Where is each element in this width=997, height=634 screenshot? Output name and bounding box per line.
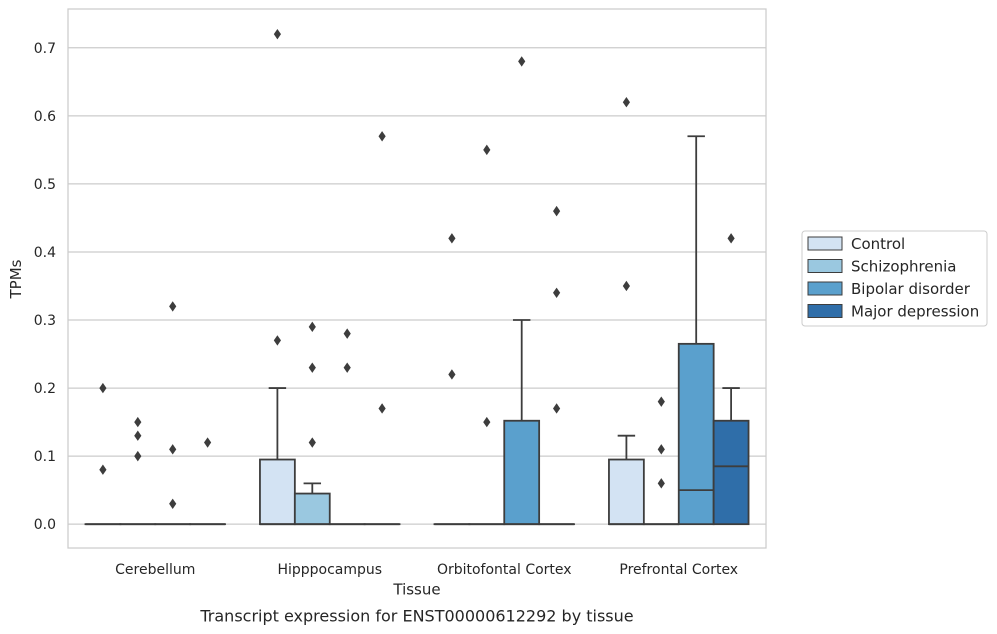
outlier-point xyxy=(99,464,107,475)
outlier-point xyxy=(553,403,561,414)
box-control-hipppocampus xyxy=(259,28,296,526)
series-bipolar-disorder xyxy=(154,56,715,526)
legend-frame xyxy=(801,230,988,327)
box-major-depression-cerebellum xyxy=(189,437,226,526)
box-iqr xyxy=(608,458,645,526)
outlier-point xyxy=(727,233,735,244)
legend-swatch xyxy=(807,304,843,318)
outlier-point xyxy=(273,335,281,346)
box-schizophrenia-prefrontal-cortex xyxy=(642,396,680,526)
outlier-point xyxy=(204,437,212,448)
outlier-point xyxy=(378,403,386,414)
box-schizophrenia-cerebellum xyxy=(119,416,157,526)
legend-item-schizophrenia: Schizophrenia xyxy=(807,258,956,276)
x-tick-label: Prefrontal Cortex xyxy=(619,562,738,578)
legend-swatch xyxy=(807,236,843,251)
outlier-point xyxy=(657,478,665,489)
y-tick-label: 0.6 xyxy=(34,109,56,125)
box-control-orbitofontal-cortex xyxy=(433,233,471,526)
box-bipolar-disorder-cerebellum xyxy=(154,301,192,526)
box-schizophrenia-hipppocampus xyxy=(293,321,331,526)
outlier-point xyxy=(343,328,351,339)
box-iqr xyxy=(259,458,296,526)
legend-label: Control xyxy=(851,235,905,253)
x-axis-ticks: Cerebellum Hipppocampus Orbitofontal Corte… xyxy=(115,562,738,578)
box-bipolar-disorder-prefrontal-cortex xyxy=(677,135,715,526)
outlier-point xyxy=(99,382,107,394)
chart-caption: Transcript expression for ENST0000061229… xyxy=(199,607,633,626)
box-major-depression-hipppocampus xyxy=(363,131,401,526)
outlier-point xyxy=(448,369,456,380)
outlier-point xyxy=(448,233,456,244)
legend-item-control: Control xyxy=(807,235,905,253)
outlier-point xyxy=(622,280,630,292)
box-control-prefrontal-cortex xyxy=(608,97,645,526)
box-iqr xyxy=(293,492,331,526)
plot-frame xyxy=(67,8,767,549)
outlier-point xyxy=(657,396,665,407)
outlier-point xyxy=(169,301,177,312)
legend: Control Schizophrenia Bipolar disorder Majo… xyxy=(801,230,988,327)
box-bipolar-disorder-hipppocampus xyxy=(328,328,366,526)
legend-item-bipolar-disorder: Bipolar disorder xyxy=(807,280,971,298)
y-axis-label: TPMs xyxy=(7,259,25,299)
outlier-point xyxy=(134,430,142,441)
box-iqr xyxy=(503,419,541,526)
outlier-point xyxy=(134,450,142,462)
box-iqr xyxy=(677,342,715,526)
legend-label: Major depression xyxy=(851,303,979,321)
x-axis-label: Tissue xyxy=(392,581,440,599)
legend-item-major-depression: Major depression xyxy=(807,303,979,321)
outlier-point xyxy=(343,362,351,373)
x-tick-label: Hipppocampus xyxy=(277,562,382,578)
y-tick-label: 0.3 xyxy=(34,313,56,329)
y-tick-label: 0.5 xyxy=(34,177,56,193)
y-tick-label: 0.1 xyxy=(34,449,56,465)
outlier-point xyxy=(553,205,561,217)
outlier-point xyxy=(378,131,386,142)
box-major-depression-prefrontal-cortex xyxy=(712,233,750,526)
outlier-point xyxy=(657,444,665,455)
series-control xyxy=(84,28,645,526)
outlier-point xyxy=(622,97,630,108)
y-axis-ticks: 0.0 0.1 0.2 0.3 0.4 0.5 0.6 0.7 xyxy=(34,41,56,533)
box-schizophrenia-orbitofontal-cortex xyxy=(468,144,506,526)
box-control-cerebellum xyxy=(84,382,122,526)
outlier-point xyxy=(553,287,561,298)
outlier-point xyxy=(134,416,142,428)
y-tick-label: 0.2 xyxy=(34,381,56,397)
outlier-point xyxy=(273,28,281,40)
legend-swatch xyxy=(807,259,843,273)
legend-label: Bipolar disorder xyxy=(851,280,971,298)
x-tick-label: Cerebellum xyxy=(115,562,195,578)
outlier-point xyxy=(169,498,177,509)
outlier-point xyxy=(483,416,491,428)
legend-label: Schizophrenia xyxy=(851,258,956,276)
y-tick-label: 0.7 xyxy=(34,41,56,57)
series-schizophrenia xyxy=(119,144,680,526)
x-tick-label: Orbitofontal Cortex xyxy=(437,562,572,578)
plot-marks xyxy=(84,28,750,526)
outlier-point xyxy=(308,437,316,448)
box-bipolar-disorder-orbitofontal-cortex xyxy=(503,56,541,526)
y-tick-label: 0.0 xyxy=(34,517,56,533)
series-major-depression xyxy=(189,131,750,526)
box-major-depression-orbitofontal-cortex xyxy=(538,205,575,526)
outlier-point xyxy=(483,144,491,156)
gridlines xyxy=(68,47,766,525)
y-tick-label: 0.4 xyxy=(34,245,56,261)
outlier-point xyxy=(518,56,526,67)
box-iqr xyxy=(712,419,750,526)
outlier-point xyxy=(169,444,177,455)
outlier-point xyxy=(308,321,316,333)
outlier-point xyxy=(308,362,316,373)
legend-swatch xyxy=(807,281,843,296)
